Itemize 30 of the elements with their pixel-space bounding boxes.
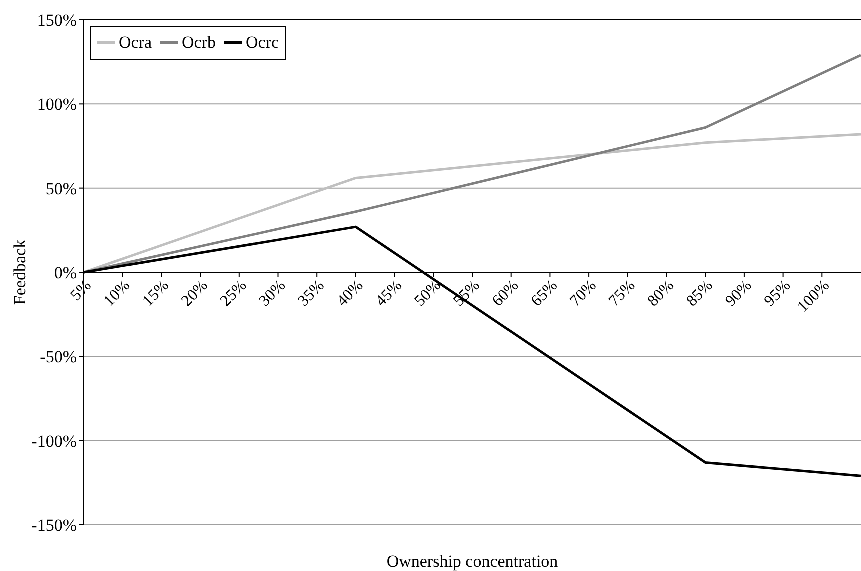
x-tick-label: 65%	[528, 277, 562, 310]
x-tick-label: 70%	[567, 277, 600, 310]
x-tick-label: 20%	[178, 277, 212, 310]
x-axis-title: Ownership concentration	[386, 552, 559, 571]
y-tick-label: 0%	[54, 264, 77, 283]
x-tick-label: 55%	[450, 277, 484, 310]
x-tick-label: 35%	[295, 277, 328, 310]
x-tick-label: 95%	[761, 277, 794, 310]
x-tick-label: 80%	[644, 277, 678, 310]
y-tick-label: 150%	[37, 11, 77, 30]
x-tick-label: 10%	[100, 277, 134, 310]
x-tick-label: 30%	[256, 277, 290, 310]
x-tick-label: 15%	[140, 277, 173, 310]
x-tick-label: 25%	[217, 277, 250, 310]
y-tick-label: -150%	[32, 516, 77, 536]
legend-label: Ocra	[118, 33, 152, 53]
y-tick-label: 100%	[37, 95, 77, 114]
x-tick-label: 85%	[684, 277, 716, 310]
y-tick-label: -50%	[40, 348, 77, 367]
legend-label: Ocrb	[181, 33, 216, 53]
y-tick-label: -100%	[32, 432, 77, 451]
y-axis-title: Feedback	[10, 239, 30, 306]
x-tick-label: 40%	[334, 277, 367, 310]
x-tick-label: 90%	[722, 277, 756, 310]
legend-label: Ocrc	[245, 33, 280, 53]
x-tick-label: 75%	[606, 277, 639, 310]
x-tick-label: 50%	[412, 277, 444, 310]
x-tick-label: 60%	[489, 277, 522, 310]
x-tick-label: 45%	[372, 277, 406, 310]
y-tick-label: 50%	[46, 179, 77, 198]
